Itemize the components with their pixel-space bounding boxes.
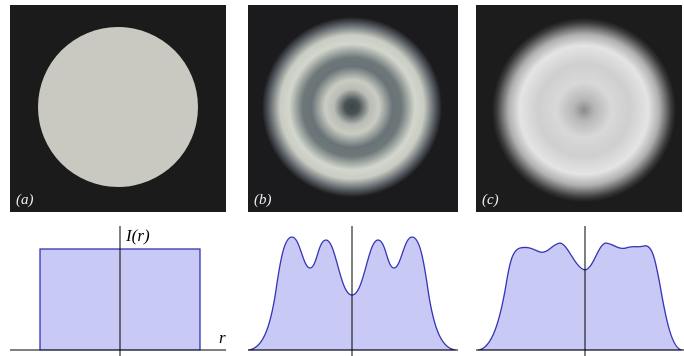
- x-axis-label: r: [219, 328, 226, 347]
- profile-c: [478, 243, 682, 350]
- blur-spot: [492, 18, 676, 202]
- figure: (a) (b) (c) I(r) r: [0, 0, 684, 356]
- disk: [38, 27, 198, 187]
- panel-label: (b): [254, 192, 272, 208]
- panel-label: (a): [16, 192, 34, 208]
- panel-label: (c): [482, 192, 499, 208]
- y-axis-label: I(r): [125, 226, 150, 245]
- rings: [262, 17, 442, 197]
